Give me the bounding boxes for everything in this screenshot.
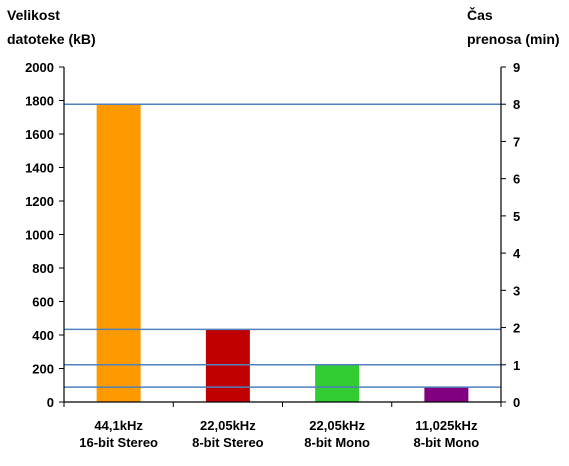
right-tick-label: 7 (513, 134, 520, 149)
left-tick-label: 400 (32, 328, 54, 343)
left-tick-label: 800 (32, 261, 54, 276)
bar (96, 103, 141, 402)
left-tick-label: 0 (47, 395, 54, 410)
left-tick-label: 1000 (25, 228, 54, 243)
left-tick-label: 600 (32, 295, 54, 310)
bar (205, 329, 250, 402)
left-axis-title-line-1: Velikost (7, 7, 60, 23)
category-label: 11,025kHz (415, 418, 478, 433)
left-tick-label: 1400 (25, 161, 54, 176)
category-label: 44,1kHz (94, 418, 143, 433)
right-tick-label: 2 (513, 321, 520, 336)
bar (315, 365, 360, 402)
right-tick-label: 1 (513, 358, 520, 373)
left-axis-title-line-2: datoteke (kB) (7, 31, 96, 47)
left-tick-label: 200 (32, 362, 54, 377)
right-axis-title: Čas prenosa (min) (467, 6, 560, 47)
category-label: 8-bit Mono (414, 435, 480, 450)
right-tick-label: 8 (513, 97, 520, 112)
left-tick-label: 1200 (25, 194, 54, 209)
right-tick-label: 9 (513, 60, 520, 75)
category-label: 8-bit Mono (304, 435, 370, 450)
right-tick-label: 3 (513, 283, 520, 298)
plot-area: 0 200 400 600 800 1000 1200 1400 1600 1800 2000 0 1 2… (25, 60, 521, 450)
category-label: 22,05kHz (200, 418, 256, 433)
right-axis-title-line-2: prenosa (min) (467, 31, 560, 47)
right-tick-label: 0 (513, 395, 520, 410)
right-axis-title-line-1: Čas (467, 6, 493, 23)
left-tick-label: 1600 (25, 127, 54, 142)
left-axis-title: Velikost datoteke (kB) (7, 7, 96, 47)
bar (424, 386, 469, 402)
category-label: 22,05kHz (309, 418, 365, 433)
category-label: 16-bit Stereo (79, 435, 158, 450)
category-label: 8-bit Stereo (192, 435, 264, 450)
right-tick-label: 5 (513, 209, 520, 224)
left-tick-label: 1800 (25, 94, 54, 109)
right-tick-label: 6 (513, 172, 520, 187)
right-tick-label: 4 (513, 246, 521, 261)
left-tick-label: 2000 (25, 60, 54, 75)
